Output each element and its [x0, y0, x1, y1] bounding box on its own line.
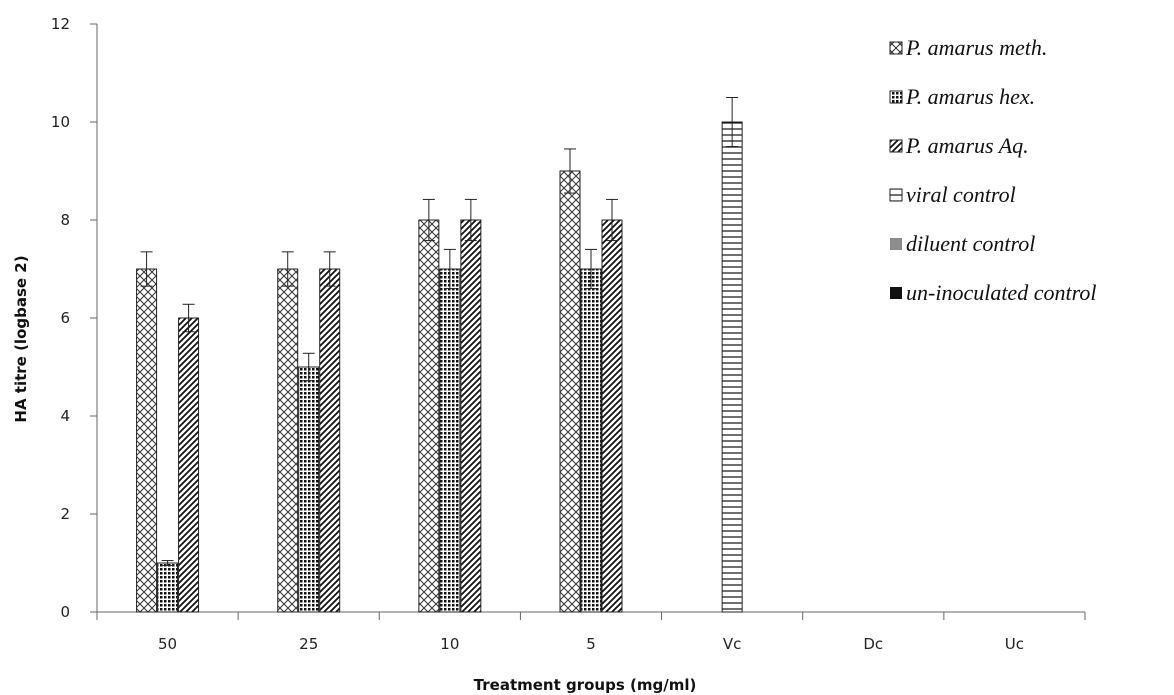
legend-label: viral control: [906, 182, 1016, 207]
x-tick-label: Dc: [863, 635, 883, 653]
x-axis-title: Treatment groups (mg/ml): [474, 676, 697, 694]
bar-2-0: [178, 317, 200, 613]
bar-0-1: [277, 268, 299, 613]
legend-label: P. amarus Aq.: [905, 133, 1029, 158]
bar-0-0: [136, 268, 158, 613]
legend: P. amarus meth. P. amarus hex. P. amarus A…: [889, 35, 1096, 305]
legend-item-2: P. amarus Aq.: [889, 133, 1029, 158]
legend-label: P. amarus hex.: [905, 84, 1035, 109]
legend-item-5: un-inoculated control: [890, 280, 1096, 305]
legend-swatch: [889, 188, 903, 202]
x-tick-label: 5: [586, 635, 596, 653]
bar-2-1: [319, 268, 341, 613]
x-tick-label: 10: [440, 635, 459, 653]
bar-3-4: [721, 121, 743, 613]
legend-swatch: [890, 238, 902, 250]
legend-item-3: viral control: [889, 182, 1016, 207]
y-tick-label: 2: [60, 505, 70, 523]
bar-1-0: [157, 562, 179, 613]
legend-item-1: P. amarus hex.: [889, 84, 1035, 109]
y-tick-label: 12: [51, 15, 70, 33]
bars-layer: [136, 97, 743, 613]
legend-label: diluent control: [906, 231, 1035, 256]
legend-item-0: P. amarus meth.: [889, 35, 1047, 60]
legend-swatch: [889, 41, 903, 55]
bar-2-3: [601, 219, 623, 613]
legend-swatch: [890, 287, 902, 299]
x-tick-label: Uc: [1005, 635, 1024, 653]
bar-2-2: [460, 219, 482, 613]
y-tick-label: 0: [60, 603, 70, 621]
x-tick-label: Vc: [723, 635, 742, 653]
y-tick-label: 4: [60, 407, 70, 425]
legend-swatch: [889, 139, 903, 153]
legend-item-4: diluent control: [890, 231, 1035, 256]
legend-label: P. amarus meth.: [905, 35, 1047, 60]
x-tick-label: 50: [158, 635, 177, 653]
bar-0-3: [559, 170, 581, 613]
legend-label: un-inoculated control: [906, 280, 1096, 305]
y-tick-label: 6: [60, 309, 70, 327]
y-tick-label: 8: [60, 211, 70, 229]
bar-0-2: [418, 219, 440, 613]
x-tick-label: 25: [299, 635, 318, 653]
legend-swatch: [889, 90, 903, 104]
y-tick-label: 10: [51, 113, 70, 131]
y-axis-title: HA titre (logbase 2): [12, 255, 30, 422]
bar-1-3: [580, 268, 602, 613]
y-axis: 0 2 4 6 8 10 12: [51, 15, 98, 621]
bar-1-2: [439, 268, 461, 613]
bar-1-1: [298, 366, 320, 613]
x-axis: 50 25 10 5 Vc Dc Uc: [96, 611, 1086, 653]
